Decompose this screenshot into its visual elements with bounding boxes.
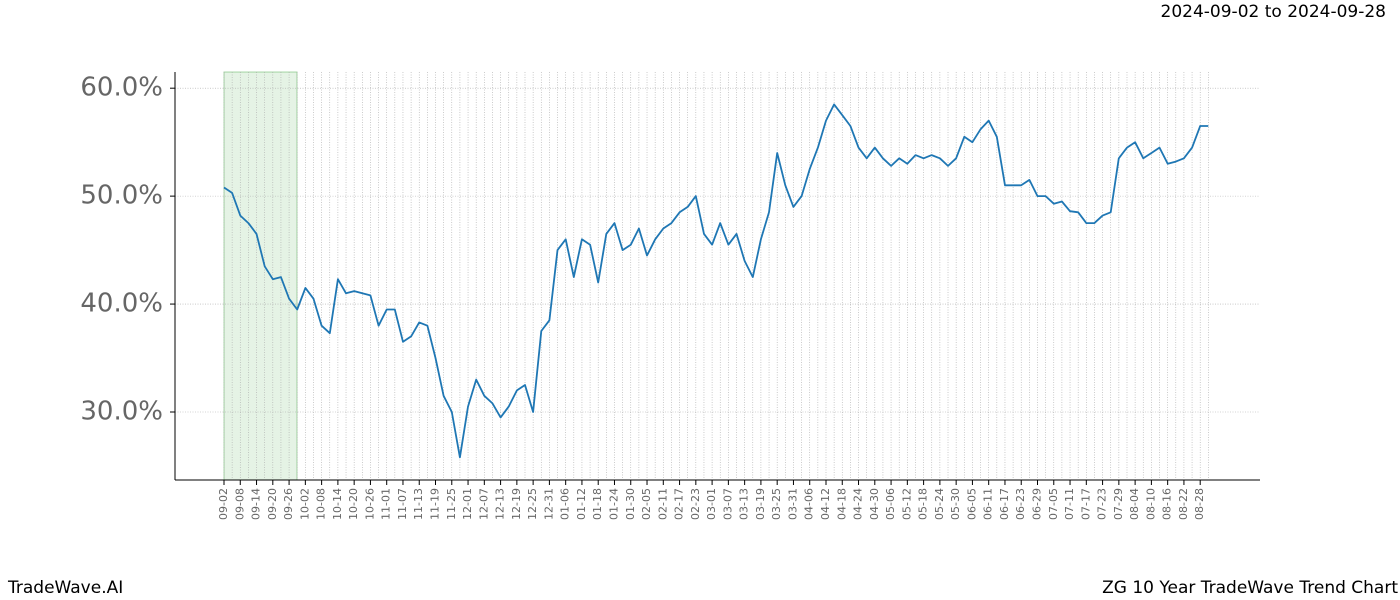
x-tick-label: 05-24 xyxy=(933,488,946,520)
x-tick-label: 10-08 xyxy=(315,488,328,520)
x-tick-label: 01-24 xyxy=(607,488,620,520)
x-tick-label: 01-18 xyxy=(591,488,604,520)
x-tick-label: 11-19 xyxy=(429,488,442,520)
x-tick-label: 10-20 xyxy=(347,488,360,520)
x-tick-label: 07-11 xyxy=(1063,488,1076,520)
x-tick-label: 07-05 xyxy=(1047,488,1060,520)
x-tick-label: 02-11 xyxy=(656,488,669,520)
x-tick-label: 12-01 xyxy=(461,488,474,520)
highlight-range xyxy=(223,71,298,481)
x-tick-label: 12-13 xyxy=(494,488,507,520)
x-tick-label: 03-31 xyxy=(786,488,799,520)
x-tick-label: 12-31 xyxy=(542,488,555,520)
x-tick-label: 03-13 xyxy=(738,488,751,520)
x-tick-label: 02-23 xyxy=(689,488,702,520)
x-tick-label: 03-07 xyxy=(721,488,734,520)
x-tick-label: 10-02 xyxy=(298,488,311,520)
x-tick-label: 09-26 xyxy=(282,488,295,520)
y-tick-label: 50.0% xyxy=(80,181,163,211)
x-tick-label: 06-11 xyxy=(982,488,995,520)
x-tick-label: 06-23 xyxy=(1014,488,1027,520)
x-tick-label: 09-14 xyxy=(250,488,263,520)
x-tick-label: 08-10 xyxy=(1144,488,1157,520)
x-tick-label: 11-01 xyxy=(380,488,393,520)
x-tick-label: 06-29 xyxy=(1031,488,1044,520)
x-tick-label: 12-19 xyxy=(510,488,523,520)
x-tick-label: 04-24 xyxy=(852,488,865,520)
x-tick-label: 11-07 xyxy=(396,488,409,520)
x-tick-label: 05-06 xyxy=(884,488,897,520)
x-tick-label: 09-02 xyxy=(217,488,230,520)
x-tick-label: 07-23 xyxy=(1096,488,1109,520)
x-tick-label: 10-26 xyxy=(363,488,376,520)
x-tick-label: 11-25 xyxy=(445,488,458,520)
date-range: 2024-09-02 to 2024-09-28 xyxy=(1161,2,1386,22)
x-tick-label: 11-13 xyxy=(412,488,425,520)
x-tick-label: 09-20 xyxy=(266,488,279,520)
brand: TradeWave.AI xyxy=(7,578,123,598)
x-tick-label: 08-28 xyxy=(1193,488,1206,520)
x-tick-label: 07-17 xyxy=(1079,488,1092,520)
x-tick-label: 02-17 xyxy=(673,488,686,520)
x-tick-label: 03-19 xyxy=(754,488,767,520)
x-tick-label: 04-30 xyxy=(868,488,881,520)
x-tick-label: 04-18 xyxy=(835,488,848,520)
x-tick-label: 12-07 xyxy=(477,488,490,520)
x-tick-label: 10-14 xyxy=(331,488,344,520)
x-tick-label: 06-05 xyxy=(965,488,978,520)
x-tick-label: 08-22 xyxy=(1177,488,1190,520)
x-tick-label: 05-30 xyxy=(949,488,962,520)
y-tick-label: 60.0% xyxy=(80,73,163,103)
x-tick-label: 01-30 xyxy=(624,488,637,520)
x-tick-label: 08-04 xyxy=(1128,488,1141,520)
x-tick-label: 04-06 xyxy=(803,488,816,520)
x-tick-label: 04-12 xyxy=(819,488,832,520)
chart-title: ZG 10 Year TradeWave Trend Chart xyxy=(1102,578,1398,598)
y-tick-label: 40.0% xyxy=(80,289,163,319)
x-tick-label: 01-12 xyxy=(575,488,588,520)
x-tick-label: 01-06 xyxy=(559,488,572,520)
x-tick-label: 05-12 xyxy=(900,488,913,520)
x-tick-label: 05-18 xyxy=(917,488,930,520)
x-tick-label: 03-25 xyxy=(770,488,783,520)
x-tick-label: 07-29 xyxy=(1112,488,1125,520)
x-tick-label: 09-08 xyxy=(233,488,246,520)
x-tick-label: 08-16 xyxy=(1161,488,1174,520)
x-tick-label: 06-17 xyxy=(998,488,1011,520)
y-tick-label: 30.0% xyxy=(80,397,163,427)
x-tick-label: 02-05 xyxy=(640,488,653,520)
trend-line xyxy=(223,103,1209,459)
x-tick-label: 03-01 xyxy=(705,488,718,520)
x-tick-label: 12-25 xyxy=(526,488,539,520)
